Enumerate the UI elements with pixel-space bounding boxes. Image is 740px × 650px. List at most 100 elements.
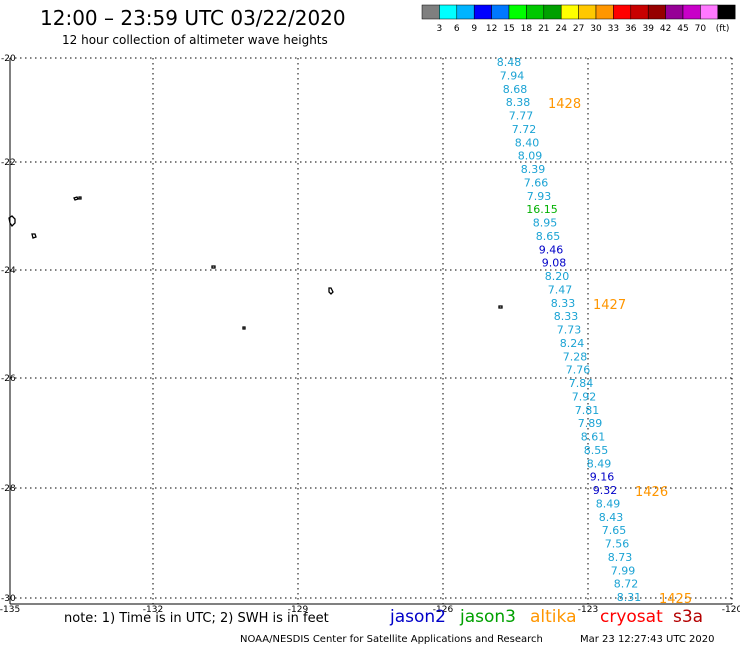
legend-label: 9 [471,24,477,34]
lat-label: -26 [1,374,16,384]
swh-value: 9.16 [590,471,615,484]
legend-label: 24 [555,24,567,34]
swh-value: 7.66 [524,176,549,189]
island [498,305,503,309]
swh-value: 7.84 [569,377,594,390]
swh-value: 8.61 [581,431,606,444]
swh-value: 8.55 [584,444,609,457]
time-label: 1425 [659,592,692,607]
page-title: 12:00 – 23:59 UTC 03/22/2020 [40,6,346,30]
swh-value: 9.46 [539,243,564,256]
legend-label: 3 [437,24,443,34]
legend-label: 15 [503,24,514,34]
swh-value: 7.89 [578,417,603,430]
swh-value: 8.72 [614,578,639,591]
islands [8,196,503,330]
legend-label: 6 [454,24,460,34]
swh-value: 16.15 [526,203,558,216]
swh-value: 7.76 [566,364,591,377]
lat-label: -30 [1,594,16,604]
swh-value: 7.93 [527,190,552,203]
swh-value: 7.65 [602,524,627,537]
longitude-labels: -135 -132 -129 -126 -123 -120 [0,605,740,615]
graticule [9,57,733,604]
swh-value: 8.49 [596,497,621,510]
island [31,233,37,239]
swh-value: 8.40 [515,136,540,149]
track-time-labels: 1428 1427 1426 1425 [548,97,692,607]
legend-label: 39 [642,24,654,34]
legend-label: 21 [538,24,549,34]
swh-value: 7.99 [611,564,636,577]
lon-label: -135 [0,605,20,615]
legend-label: 45 [677,24,688,34]
swh-value: 7.77 [509,110,534,123]
island [211,265,216,269]
legend-label: 36 [625,24,637,34]
swh-value: 8.31 [617,591,642,604]
satellite-jason3: jason3 [460,607,516,627]
swh-value: 7.92 [572,390,597,403]
lon-label: -120 [722,605,740,615]
swh-value: 7.47 [548,283,573,296]
island [73,196,79,201]
page-subtitle: 12 hour collection of altimeter wave hei… [62,33,328,47]
legend-unit: (ft) [716,24,730,34]
swh-value: 8.95 [533,217,558,230]
legend-label: 18 [521,24,533,34]
generated-timestamp: Mar 23 12:27:43 UTC 2020 [580,634,715,645]
legend-label: 12 [486,24,497,34]
latitude-labels: -20 -22 -24 -26 -28 -30 [1,54,16,604]
swh-value: 8.33 [554,310,579,323]
swh-value: 8.73 [608,551,633,564]
swh-value: 7.28 [563,350,588,363]
satellite-altika: altika [530,607,577,627]
lon-label: -129 [288,605,309,615]
swh-value: 9.32 [593,484,618,497]
legend-swatch [717,4,736,20]
lon-label: -132 [143,605,163,615]
lat-label: -28 [1,484,16,494]
swh-value: 8.33 [551,297,576,310]
satellite-jason2: jason2 [390,607,446,627]
swh-value: 8.48 [497,56,522,69]
island [328,287,334,295]
swh-value: 8.24 [560,337,585,350]
swh-value: 7.73 [557,324,582,337]
time-label: 1427 [593,298,626,313]
time-label: 1428 [548,97,581,112]
swh-value: 8.68 [503,83,528,96]
legend-label: 70 [695,24,707,34]
swh-value: 9.08 [542,257,567,270]
swh-value: 7.81 [575,404,600,417]
time-label: 1426 [635,485,668,500]
lon-label: -123 [578,605,598,615]
lat-label: -22 [1,158,16,168]
lat-label: -20 [1,54,16,64]
island [8,215,16,228]
swh-value: 8.65 [536,230,561,243]
lat-label: -24 [1,266,16,276]
swh-value: 8.43 [599,511,624,524]
swh-value: 8.09 [518,150,543,163]
credit-line: NOAA/NESDIS Center for Satellite Applica… [240,634,543,645]
footer-note: note: 1) Time is in UTC; 2) SWH is in fe… [64,611,329,626]
island [78,196,82,200]
swh-value: 8.20 [545,270,570,283]
legend-label: 27 [573,24,584,34]
swh-value: 8.38 [506,96,531,109]
lon-label: -126 [433,605,454,615]
swh-value: 7.56 [605,538,630,551]
satellite-cryosat: cryosat [600,607,663,627]
swh-value: 8.49 [587,457,612,470]
satellite-s3a: s3a [673,607,704,627]
legend-label: 33 [608,24,619,34]
swh-value: 7.94 [500,69,525,82]
map-frame [9,58,732,605]
swh-value: 7.72 [512,123,537,136]
swh-value: 8.39 [521,163,546,176]
legend-label: 42 [660,24,671,34]
color-legend: 3 6 9 12 15 18 21 24 27 30 33 36 39 42 45 70 (ft) [421,4,736,34]
legend-label: 30 [590,24,602,34]
